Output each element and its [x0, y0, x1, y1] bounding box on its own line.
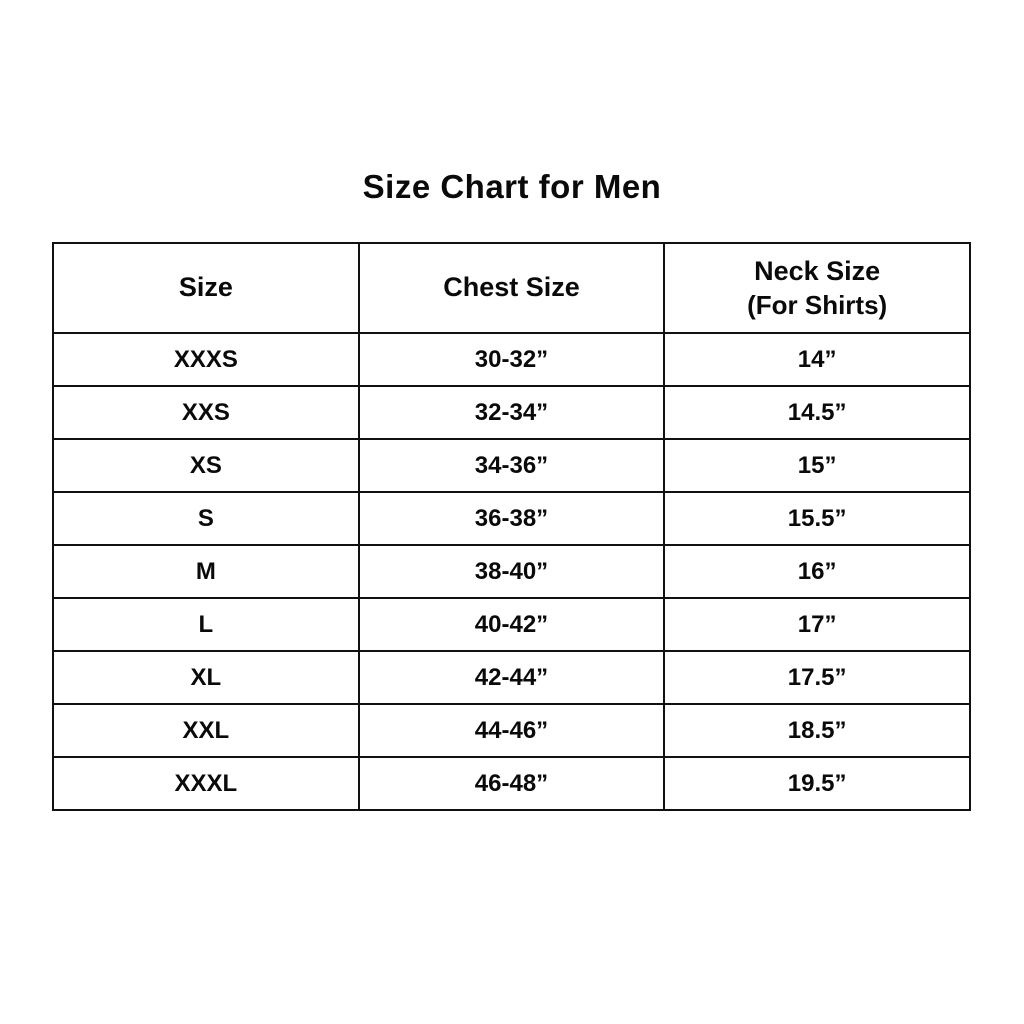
chest-cell: 32-34”	[357, 385, 666, 440]
neck-cell: 14”	[663, 332, 971, 387]
table-header: Size Chest Size Neck Size (For Shirts)	[52, 242, 971, 334]
neck-cell: 14.5”	[663, 385, 971, 440]
page-title: Size Chart for Men	[362, 168, 662, 205]
neck-cell: 17”	[663, 597, 971, 652]
neck-cell: 16”	[663, 544, 971, 599]
neck-cell: 18.5”	[663, 703, 971, 758]
header-row: Size Chest Size Neck Size (For Shirts)	[52, 242, 971, 334]
size-cell: XXXS	[52, 332, 360, 387]
table-row: XXXS 30-32” 14”	[52, 332, 971, 387]
chest-cell: 38-40”	[357, 544, 666, 599]
chest-cell: 46-48”	[357, 756, 666, 811]
table-row: XXL 44-46” 18.5”	[52, 703, 971, 758]
table-row: S 36-38” 15.5”	[52, 491, 971, 546]
size-cell: XXXL	[52, 756, 360, 811]
size-cell: S	[52, 491, 360, 546]
neck-cell: 15.5”	[663, 491, 971, 546]
chest-cell: 40-42”	[357, 597, 666, 652]
table-row: XS 34-36” 15”	[52, 438, 971, 493]
table-row: XL 42-44” 17.5”	[52, 650, 971, 705]
table-row: M 38-40” 16”	[52, 544, 971, 599]
chest-cell: 44-46”	[357, 703, 666, 758]
neck-cell: 17.5”	[663, 650, 971, 705]
table-row: L 40-42” 17”	[52, 597, 971, 652]
column-header-size: Size	[52, 242, 360, 334]
column-header-neck: Neck Size (For Shirts)	[663, 242, 971, 334]
table-row: XXS 32-34” 14.5”	[52, 385, 971, 440]
chest-cell: 36-38”	[357, 491, 666, 546]
neck-cell: 19.5”	[663, 756, 971, 811]
size-cell: L	[52, 597, 360, 652]
size-cell: XL	[52, 650, 360, 705]
neck-cell: 15”	[663, 438, 971, 493]
chest-cell: 30-32”	[357, 332, 666, 387]
size-cell: XXS	[52, 385, 360, 440]
table-row: XXXL 46-48” 19.5”	[52, 756, 971, 811]
size-cell: M	[52, 544, 360, 599]
table-body: XXXS 30-32” 14” XXS 32-34” 14.5” XS 34-3…	[52, 332, 971, 811]
size-cell: XS	[52, 438, 360, 493]
size-chart-table: Size Chest Size Neck Size (For Shirts) X…	[52, 242, 971, 811]
size-cell: XXL	[52, 703, 360, 758]
chest-cell: 42-44”	[357, 650, 666, 705]
chest-cell: 34-36”	[357, 438, 666, 493]
column-header-neck-main: Neck Size	[754, 255, 881, 286]
column-header-chest: Chest Size	[357, 242, 666, 334]
column-header-neck-sub: (For Shirts)	[747, 289, 888, 320]
